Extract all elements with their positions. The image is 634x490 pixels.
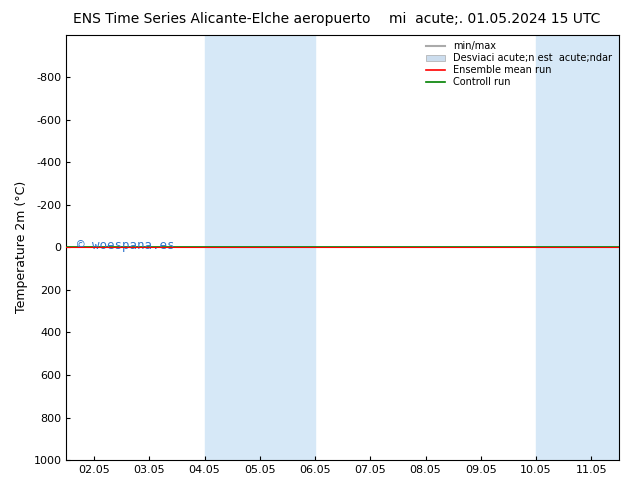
Text: ENS Time Series Alicante-Elche aeropuerto: ENS Time Series Alicante-Elche aeropuert… bbox=[73, 12, 371, 26]
Text: mi  acute;. 01.05.2024 15 UTC: mi acute;. 01.05.2024 15 UTC bbox=[389, 12, 600, 26]
Text: © woespana.es: © woespana.es bbox=[77, 239, 175, 252]
Bar bbox=[205, 35, 315, 460]
Legend: min/max, Desviaci acute;n est  acute;ndar, Ensemble mean run, Controll run: min/max, Desviaci acute;n est acute;ndar… bbox=[422, 38, 616, 91]
Y-axis label: Temperature 2m (°C): Temperature 2m (°C) bbox=[15, 181, 28, 314]
Bar bbox=[536, 35, 619, 460]
